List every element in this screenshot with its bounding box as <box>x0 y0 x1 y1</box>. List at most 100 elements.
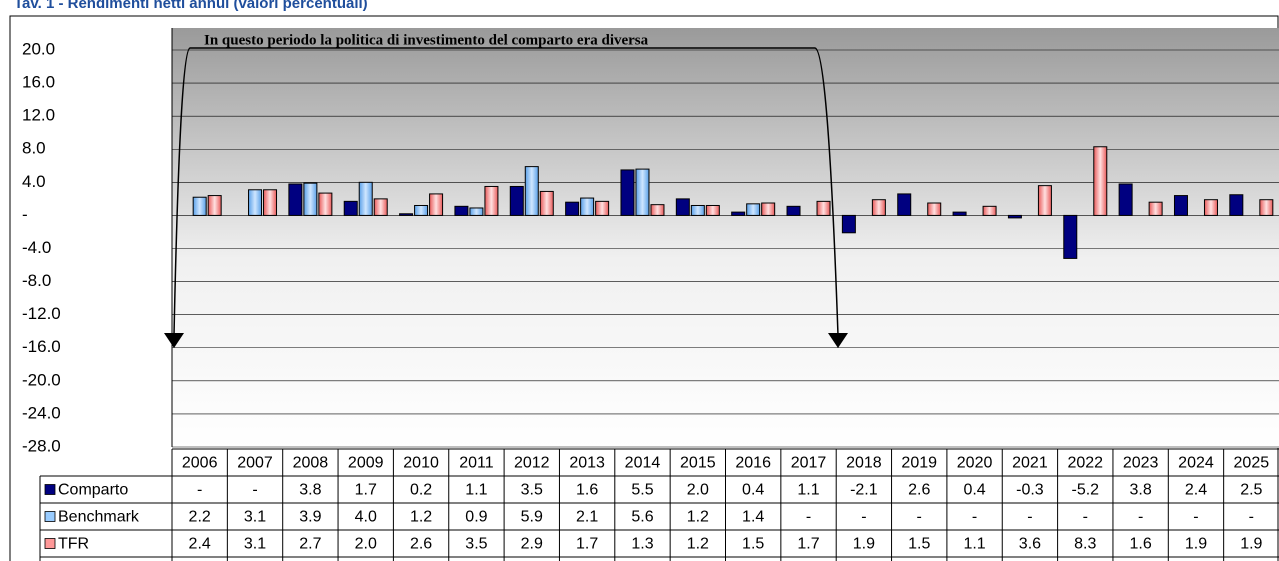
table-cell: 1.1 <box>465 482 487 499</box>
bar <box>816 200 831 216</box>
table-cell: 1.7 <box>355 482 377 499</box>
bar <box>263 189 278 216</box>
bar <box>675 198 690 216</box>
table-cell: 2.5 <box>1240 482 1262 499</box>
bar <box>595 200 610 216</box>
legend-label: TFR <box>58 536 89 553</box>
table-cell: 1.2 <box>687 536 709 553</box>
table-cell: 1.1 <box>797 482 819 499</box>
x-tick-label: 2011 <box>459 455 494 472</box>
table-cell: - <box>972 509 977 526</box>
table-cell: -2.1 <box>850 482 878 499</box>
bar <box>761 202 776 216</box>
arrow-head <box>164 333 184 348</box>
bar <box>705 204 720 216</box>
table-cell: 1.2 <box>687 509 709 526</box>
table-cell: 3.9 <box>299 509 321 526</box>
table-cell: 2.4 <box>189 536 211 553</box>
y-tick-label: -16.0 <box>22 337 61 356</box>
bar <box>429 193 444 216</box>
bar <box>1007 214 1022 219</box>
legend-label: Benchmark <box>58 509 140 526</box>
table-cell: 3.8 <box>299 482 321 499</box>
bar <box>580 197 595 216</box>
y-tick-label: -4.0 <box>22 238 51 257</box>
table-cell: 2.0 <box>687 482 709 499</box>
x-tick-label: 2021 <box>1012 455 1048 472</box>
table-cell: -0.3 <box>1016 482 1044 499</box>
table-cell: 0.9 <box>465 509 487 526</box>
y-tick-label: -12.0 <box>22 304 61 323</box>
x-tick-label: 2025 <box>1234 455 1270 472</box>
table-cell: 2.4 <box>1185 482 1207 499</box>
bar <box>207 195 222 216</box>
bar <box>786 205 801 216</box>
x-tick-label: 2013 <box>569 455 605 472</box>
bar <box>248 189 263 216</box>
bar <box>399 213 414 216</box>
table-cell: - <box>917 509 922 526</box>
y-tick-label: -28.0 <box>22 436 61 455</box>
table-cell: 4.0 <box>355 509 377 526</box>
bar <box>1148 201 1163 216</box>
table-cell: - <box>197 482 202 499</box>
x-tick-label: 2014 <box>625 455 661 472</box>
table-cell: 3.6 <box>1019 536 1041 553</box>
bar <box>952 211 967 216</box>
table-cell: - <box>1083 509 1088 526</box>
table-cell: - <box>806 509 811 526</box>
bar <box>469 207 484 216</box>
bar <box>1259 199 1274 216</box>
x-tick-label: 2006 <box>182 455 218 472</box>
bar <box>1063 214 1078 259</box>
table-cell: 3.1 <box>244 509 266 526</box>
x-tick-label: 2010 <box>403 455 439 472</box>
table-cell: 0.2 <box>410 482 432 499</box>
table-cell: 2.6 <box>908 482 930 499</box>
arrow-head <box>828 333 848 348</box>
table-cell: 1.9 <box>853 536 875 553</box>
bar <box>1118 183 1133 216</box>
bar <box>303 182 318 216</box>
x-tick-label: 2008 <box>293 455 329 472</box>
bar <box>1173 195 1188 216</box>
x-tick-label: 2018 <box>846 455 882 472</box>
bar <box>192 196 207 216</box>
y-tick-label: -8.0 <box>22 271 51 290</box>
x-tick-label: 2022 <box>1067 455 1103 472</box>
table-cell: - <box>1027 509 1032 526</box>
bar <box>620 169 635 216</box>
bar <box>524 166 539 216</box>
x-tick-label: 2009 <box>348 455 384 472</box>
table-cell: - <box>252 482 257 499</box>
y-tick-label: -24.0 <box>22 403 61 422</box>
bar <box>927 202 942 216</box>
bar <box>841 214 856 234</box>
table-cell: 0.4 <box>742 482 764 499</box>
bar <box>484 185 499 216</box>
bar <box>731 211 746 216</box>
table-cell: 1.7 <box>576 536 598 553</box>
bar <box>635 168 650 216</box>
x-tick-label: 2015 <box>680 455 716 472</box>
bar <box>1093 146 1108 216</box>
bar <box>897 193 912 216</box>
table-cell: 1.7 <box>797 536 819 553</box>
table-cell: 3.8 <box>1130 482 1152 499</box>
x-tick-label: 2016 <box>735 455 771 472</box>
legend-swatch <box>44 538 56 549</box>
table-cell: 1.6 <box>1130 536 1152 553</box>
bar <box>318 192 333 216</box>
table-cell: 0.4 <box>963 482 985 499</box>
table-cell: 8.3 <box>1074 536 1096 553</box>
table-cell: 1.9 <box>1240 536 1262 553</box>
x-tick-label: 2024 <box>1178 455 1214 472</box>
bar <box>1203 199 1218 216</box>
bar <box>509 185 524 216</box>
table-cell: - <box>1138 509 1143 526</box>
table-cell: 1.6 <box>576 482 598 499</box>
table-cell: - <box>1249 509 1254 526</box>
annotation: In questo periodo la politica di investi… <box>204 32 649 48</box>
table-cell: 2.2 <box>189 509 211 526</box>
